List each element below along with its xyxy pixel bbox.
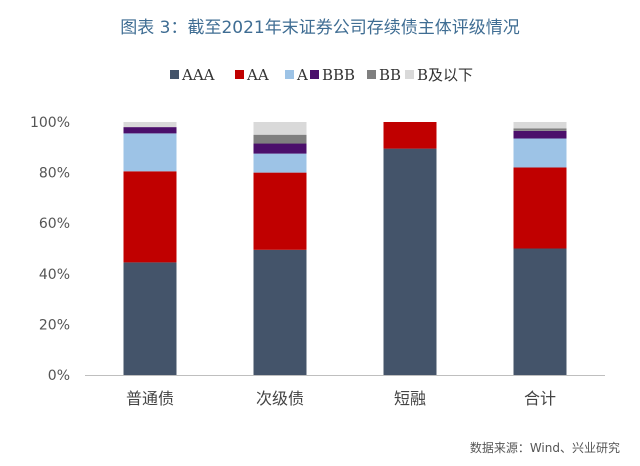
bar-segment bbox=[383, 122, 437, 149]
y-tick-label: 80% bbox=[39, 166, 70, 182]
bar-segment bbox=[253, 143, 307, 154]
legend-label: AAA bbox=[181, 66, 215, 84]
legend: AAA AA A BBB BB B及以下 bbox=[170, 66, 473, 84]
source-note: 数据来源：Wind、兴业研究 bbox=[470, 440, 620, 455]
x-tick-label: 短融 bbox=[394, 389, 426, 408]
bar-segment bbox=[253, 172, 307, 250]
x-tick-label: 合计 bbox=[524, 389, 556, 408]
bar-segment bbox=[253, 249, 307, 375]
bar-segment bbox=[253, 122, 307, 135]
bar-segment bbox=[123, 171, 177, 263]
legend-label: A bbox=[296, 66, 308, 84]
legend-label: BB bbox=[379, 66, 401, 84]
bar-segment bbox=[513, 128, 567, 131]
bar-segment bbox=[383, 148, 437, 375]
bar-segment bbox=[513, 167, 567, 249]
bar-segment bbox=[513, 130, 567, 139]
x-tick-label: 普通债 bbox=[126, 389, 174, 408]
bar-segment bbox=[513, 248, 567, 375]
bar-segment bbox=[513, 138, 567, 168]
legend-swatch bbox=[285, 70, 294, 79]
x-axis: 普通债 次级债 短融 合计 bbox=[126, 389, 556, 408]
y-tick-label: 20% bbox=[39, 317, 70, 333]
bar-segment bbox=[123, 262, 177, 375]
y-tick-label: 100% bbox=[30, 115, 70, 131]
y-tick-label: 40% bbox=[39, 267, 70, 283]
legend-swatch bbox=[310, 70, 319, 79]
y-axis: 0% 20% 40% 60% 80% 100% bbox=[30, 115, 70, 384]
bars bbox=[123, 122, 567, 375]
bar-segment bbox=[123, 122, 177, 128]
legend-label: BBB bbox=[322, 66, 355, 84]
bar-segment bbox=[513, 122, 567, 129]
bar-segment bbox=[123, 127, 177, 134]
legend-label: AA bbox=[246, 66, 269, 84]
legend-swatch bbox=[170, 70, 179, 79]
bar-segment bbox=[123, 133, 177, 172]
legend-swatch bbox=[235, 70, 244, 79]
y-tick-label: 0% bbox=[48, 368, 70, 384]
y-tick-label: 60% bbox=[39, 216, 70, 232]
chart-title: 图表 3：截至2021年末证券公司存续债主体评级情况 bbox=[120, 18, 519, 38]
legend-label: B及以下 bbox=[417, 66, 473, 84]
legend-swatch bbox=[367, 70, 376, 79]
legend-swatch bbox=[405, 70, 414, 79]
bar-segment bbox=[253, 134, 307, 144]
x-tick-label: 次级债 bbox=[256, 389, 304, 408]
bar-segment bbox=[253, 153, 307, 173]
